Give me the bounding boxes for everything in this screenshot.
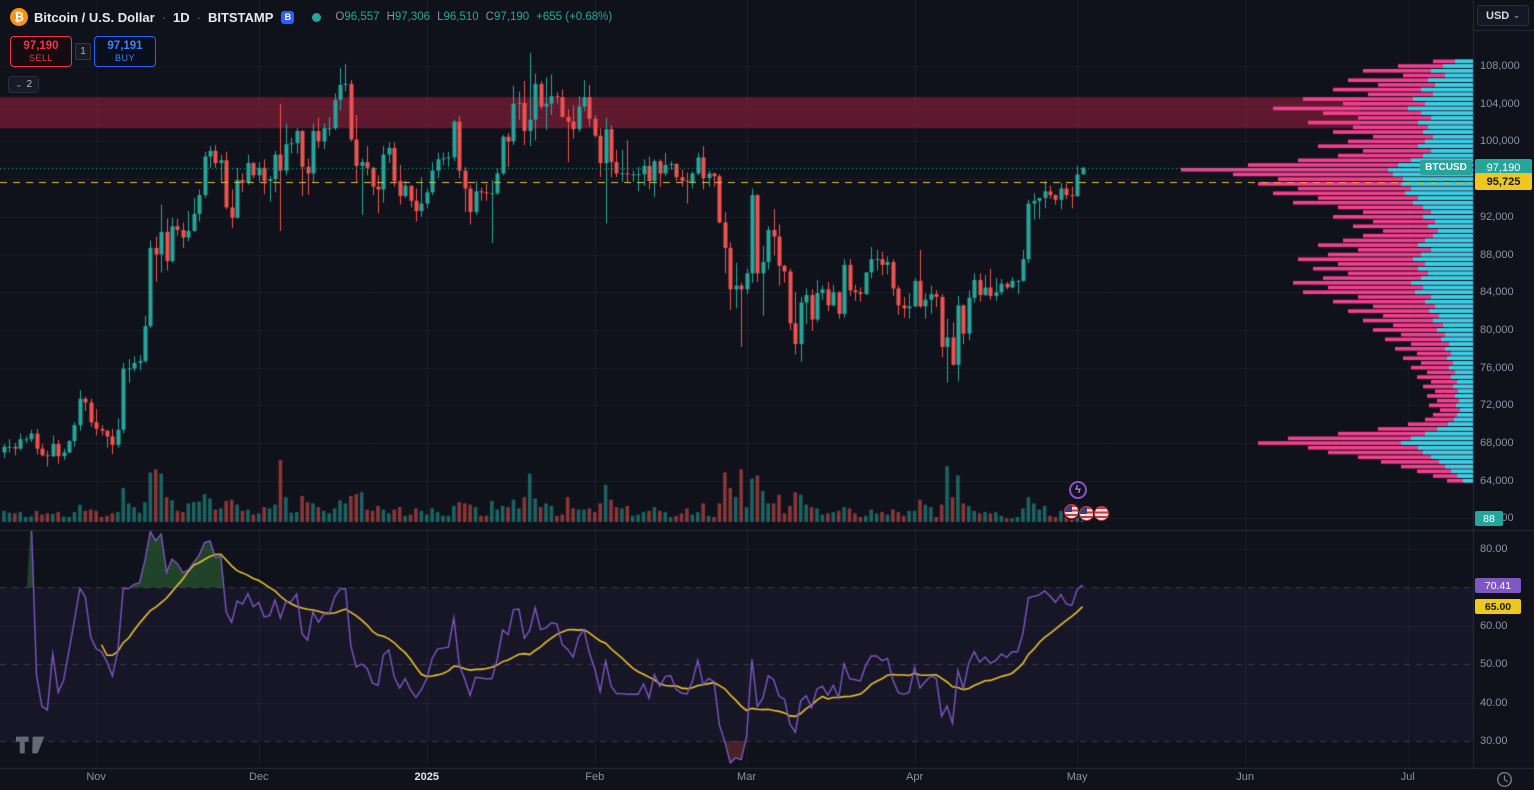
price-tick-label: 68,000 bbox=[1480, 437, 1514, 449]
price-tick-label: 88,000 bbox=[1480, 248, 1514, 261]
order-widget: 97,190 SELL 1 97,191 BUY bbox=[10, 36, 156, 67]
separator-dot: · bbox=[161, 9, 166, 25]
spread-value: 1 bbox=[75, 43, 91, 60]
currency-selector[interactable]: USD ⌄ bbox=[1477, 5, 1529, 26]
interval-button[interactable]: 1D bbox=[172, 9, 190, 25]
symbol-price-tag: BTCUSD bbox=[1420, 160, 1472, 175]
timezone-clock-icon[interactable] bbox=[1496, 771, 1513, 790]
time-tick-label: Nov bbox=[86, 771, 106, 783]
rsi-tick-label: 60.00 bbox=[1480, 619, 1508, 632]
rsi-tick-label: 80.00 bbox=[1480, 543, 1508, 555]
economic-event-flag-icon[interactable] bbox=[1079, 506, 1094, 521]
chevron-down-icon: ⌄ bbox=[1513, 11, 1520, 20]
volume-value-label: 88 bbox=[1475, 511, 1503, 526]
rsi-value-label: 70.41 bbox=[1475, 578, 1521, 593]
time-axis[interactable]: Nov Dec 2025 Feb Mar Apr May Jun Jul bbox=[0, 771, 1473, 789]
current-price-label: 97,190 bbox=[1475, 159, 1532, 176]
time-tick-label: 2025 bbox=[414, 771, 439, 783]
currency-label: USD bbox=[1486, 9, 1510, 22]
rsi-tick-label: 40.00 bbox=[1480, 696, 1508, 709]
buy-button[interactable]: 97,191 BUY bbox=[94, 36, 156, 67]
price-tick-label: 76,000 bbox=[1480, 361, 1514, 374]
rsi-ma-value-label: 65.00 bbox=[1475, 599, 1521, 614]
exchange-logo-icon: B bbox=[281, 10, 295, 24]
close-value: C 97,190 bbox=[485, 11, 530, 23]
collapse-count: 2 bbox=[26, 79, 33, 90]
ohlc-readout: O 96,557 H 97,306 L 96,510 C 97,190 +655 (+0… bbox=[335, 11, 612, 23]
price-tick-label: 108,000 bbox=[1480, 60, 1520, 72]
time-tick-label: Dec bbox=[248, 771, 269, 783]
market-status-icon[interactable] bbox=[312, 12, 322, 22]
sell-button[interactable]: 97,190 SELL bbox=[10, 36, 72, 67]
chevron-down-icon: ⌄ bbox=[15, 79, 23, 89]
alert-level-label[interactable]: 95,725 bbox=[1475, 173, 1532, 190]
time-tick-label: May bbox=[1066, 771, 1088, 783]
separator-dot: · bbox=[196, 9, 201, 25]
tradingview-logo[interactable] bbox=[16, 735, 46, 760]
open-value: O 96,557 bbox=[335, 11, 380, 23]
price-tick-label: 104,000 bbox=[1480, 97, 1520, 110]
rsi-tick-label: 30.00 bbox=[1480, 735, 1508, 747]
rsi-tick-label: 50.00 bbox=[1480, 658, 1508, 671]
economic-event-flag-icon[interactable] bbox=[1064, 504, 1079, 519]
price-tick-label: 80,000 bbox=[1480, 323, 1514, 336]
time-tick-label: Jun bbox=[1236, 771, 1255, 783]
sell-label: SELL bbox=[28, 52, 54, 63]
time-tick-label: Apr bbox=[905, 771, 924, 783]
price-tick-label: 100,000 bbox=[1480, 135, 1520, 148]
time-tick-label: Feb bbox=[585, 771, 605, 783]
crypto-event-lightning-icon[interactable]: ϟ bbox=[1069, 481, 1087, 499]
buy-label: BUY bbox=[114, 52, 135, 63]
price-tick-label: 72,000 bbox=[1480, 399, 1514, 412]
price-tick-label: 92,000 bbox=[1480, 210, 1514, 223]
bitcoin-logo-icon: ₿ bbox=[10, 8, 28, 26]
price-tick-label: 64,000 bbox=[1480, 474, 1514, 487]
change-value: +655 (+0.68%) bbox=[536, 11, 613, 23]
sell-price: 97,190 bbox=[23, 39, 59, 52]
high-value: H 97,306 bbox=[386, 11, 431, 23]
price-tick-label: 84,000 bbox=[1480, 286, 1514, 299]
time-tick-label: Jul bbox=[1400, 771, 1415, 783]
symbol-header: ₿ Bitcoin / U.S. Dollar · 1D · BITSTAMP … bbox=[10, 8, 612, 26]
time-tick-label: Mar bbox=[737, 771, 757, 783]
low-value: L 96,510 bbox=[437, 11, 479, 23]
symbol-title[interactable]: Bitcoin / U.S. Dollar bbox=[34, 9, 155, 25]
exchange-name[interactable]: BITSTAMP bbox=[207, 9, 274, 25]
rsi-axis[interactable]: 80.00 60.00 50.00 40.00 30.00 bbox=[1480, 0, 1534, 768]
buy-price: 97,191 bbox=[107, 39, 143, 52]
economic-event-flag-icon[interactable] bbox=[1094, 506, 1109, 521]
indicators-collapse-chip[interactable]: ⌄ 2 bbox=[8, 76, 40, 93]
